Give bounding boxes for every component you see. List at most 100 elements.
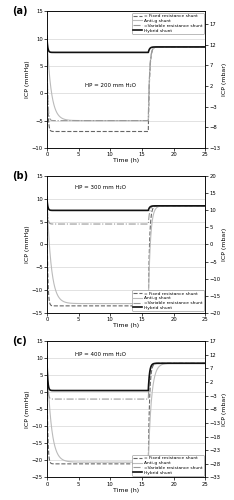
Hybrid shunt <box>204 203 207 209</box>
= Fixed resistance shunt <box>184 360 187 366</box>
Anti-g shunt <box>106 459 109 465</box>
= Fixed resistance shunt <box>204 44 207 50</box>
Anti-g shunt <box>204 44 207 50</box>
Hybrid shunt <box>73 388 76 394</box>
Text: HP = 400 mm H₂O: HP = 400 mm H₂O <box>75 352 126 357</box>
=Variable resistance shunt <box>106 118 109 124</box>
=Variable resistance shunt <box>184 44 187 50</box>
Hybrid shunt <box>113 208 116 214</box>
=Variable resistance shunt <box>184 203 187 209</box>
=Variable resistance shunt <box>63 396 66 402</box>
= Fixed resistance shunt <box>113 461 116 467</box>
Legend: = Fixed resistance shunt, Anti-g shunt, =Variable resistance shunt, Hybrid shunt: = Fixed resistance shunt, Anti-g shunt, … <box>132 455 204 476</box>
Hybrid shunt <box>201 203 204 209</box>
Line: Anti-g shunt: Anti-g shunt <box>47 356 205 462</box>
=Variable resistance shunt <box>73 118 76 124</box>
= Fixed resistance shunt <box>184 44 187 50</box>
Hybrid shunt <box>45 354 48 360</box>
=Variable resistance shunt <box>75 221 78 227</box>
Anti-g shunt <box>184 203 187 209</box>
= Fixed resistance shunt <box>45 354 48 360</box>
Hybrid shunt <box>106 50 109 56</box>
Hybrid shunt <box>204 360 207 366</box>
=Variable resistance shunt <box>201 203 204 209</box>
= Fixed resistance shunt <box>204 203 207 209</box>
=Variable resistance shunt <box>106 396 109 402</box>
Y-axis label: ICP (mbar): ICP (mbar) <box>222 228 227 261</box>
Anti-g shunt <box>147 459 150 465</box>
= Fixed resistance shunt <box>45 194 48 200</box>
Anti-g shunt <box>113 118 116 124</box>
Y-axis label: ICP (mmHg): ICP (mmHg) <box>25 226 30 264</box>
Hybrid shunt <box>63 388 66 394</box>
Hybrid shunt <box>45 33 48 39</box>
=Variable resistance shunt <box>113 396 116 402</box>
Anti-g shunt <box>73 459 76 465</box>
= Fixed resistance shunt <box>73 303 76 309</box>
Hybrid shunt <box>184 360 187 366</box>
Hybrid shunt <box>73 208 76 214</box>
=Variable resistance shunt <box>106 221 109 227</box>
Line: Hybrid shunt: Hybrid shunt <box>47 356 205 390</box>
Y-axis label: ICP (mmHg): ICP (mmHg) <box>25 390 30 428</box>
Hybrid shunt <box>184 203 187 209</box>
Hybrid shunt <box>63 208 66 214</box>
X-axis label: Time (h): Time (h) <box>113 158 139 164</box>
Line: =Variable resistance shunt: =Variable resistance shunt <box>47 36 205 120</box>
= Fixed resistance shunt <box>75 303 78 309</box>
Line: Hybrid shunt: Hybrid shunt <box>47 36 205 52</box>
= Fixed resistance shunt <box>106 461 109 467</box>
Line: Hybrid shunt: Hybrid shunt <box>47 196 205 210</box>
=Variable resistance shunt <box>204 44 207 50</box>
=Variable resistance shunt <box>201 360 204 366</box>
Hybrid shunt <box>184 44 187 50</box>
Y-axis label: ICP (mmHg): ICP (mmHg) <box>25 61 30 98</box>
=Variable resistance shunt <box>45 354 48 360</box>
=Variable resistance shunt <box>201 44 204 50</box>
Legend: = Fixed resistance shunt, Anti-g shunt, =Variable resistance shunt, Hybrid shunt: = Fixed resistance shunt, Anti-g shunt, … <box>132 13 204 34</box>
=Variable resistance shunt <box>204 360 207 366</box>
= Fixed resistance shunt <box>113 303 116 309</box>
=Variable resistance shunt <box>63 221 66 227</box>
=Variable resistance shunt <box>73 221 76 227</box>
= Fixed resistance shunt <box>204 360 207 366</box>
= Fixed resistance shunt <box>184 203 187 209</box>
=Variable resistance shunt <box>77 396 79 402</box>
Line: Anti-g shunt: Anti-g shunt <box>47 196 205 304</box>
Hybrid shunt <box>74 50 77 56</box>
Anti-g shunt <box>73 300 76 306</box>
X-axis label: Time (h): Time (h) <box>113 323 139 328</box>
=Variable resistance shunt <box>45 194 48 200</box>
Anti-g shunt <box>45 33 48 39</box>
= Fixed resistance shunt <box>106 303 109 309</box>
Anti-g shunt <box>184 360 187 366</box>
Hybrid shunt <box>45 194 48 200</box>
X-axis label: Time (h): Time (h) <box>113 488 139 493</box>
Anti-g shunt <box>45 354 48 360</box>
Line: Anti-g shunt: Anti-g shunt <box>47 36 205 120</box>
=Variable resistance shunt <box>184 360 187 366</box>
Anti-g shunt <box>45 194 48 200</box>
Legend: = Fixed resistance shunt, Anti-g shunt, =Variable resistance shunt, Hybrid shunt: = Fixed resistance shunt, Anti-g shunt, … <box>132 290 204 312</box>
Anti-g shunt <box>201 203 204 209</box>
Anti-g shunt <box>113 300 116 306</box>
Text: HP = 300 mm H₂O: HP = 300 mm H₂O <box>75 185 126 190</box>
= Fixed resistance shunt <box>75 461 78 467</box>
=Variable resistance shunt <box>76 118 78 124</box>
= Fixed resistance shunt <box>45 33 48 39</box>
= Fixed resistance shunt <box>73 128 76 134</box>
Anti-g shunt <box>201 360 204 366</box>
Anti-g shunt <box>184 44 187 50</box>
Text: (c): (c) <box>12 336 27 345</box>
Hybrid shunt <box>74 208 77 214</box>
= Fixed resistance shunt <box>201 203 204 209</box>
Text: (a): (a) <box>12 6 27 16</box>
Anti-g shunt <box>63 458 66 464</box>
= Fixed resistance shunt <box>63 461 66 467</box>
Anti-g shunt <box>147 300 150 306</box>
Anti-g shunt <box>63 116 66 122</box>
Hybrid shunt <box>77 388 80 394</box>
Anti-g shunt <box>204 203 207 209</box>
Hybrid shunt <box>204 44 207 50</box>
Hybrid shunt <box>106 208 109 214</box>
